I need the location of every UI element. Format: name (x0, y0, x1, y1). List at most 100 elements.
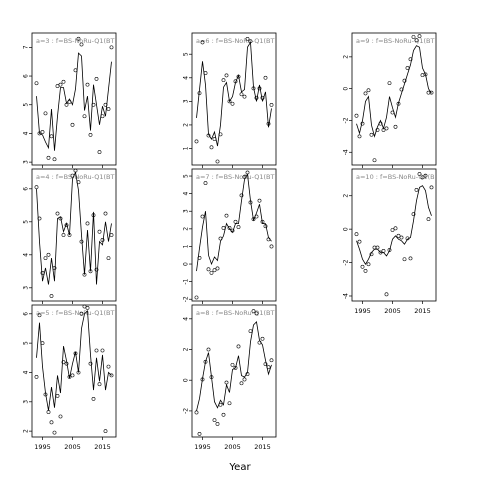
data-point (414, 38, 419, 43)
data-point (61, 233, 66, 237)
x-tick-label: 1995 (34, 443, 51, 451)
y-tick-label: 0 (343, 227, 350, 231)
y-tick-label: 2 (23, 429, 30, 433)
data-point (215, 266, 220, 271)
panel-2: a=4 : f=BS-NoRu-Q1(BT 3 4 5 6 (23, 168, 117, 304)
data-point (429, 185, 434, 190)
data-point (414, 187, 419, 192)
data-point (43, 392, 48, 397)
y-tick-label: 5 (23, 220, 30, 224)
data-point (109, 45, 114, 50)
data-point (230, 228, 235, 233)
data-point (212, 137, 217, 141)
y-tick-label: 2 (183, 347, 190, 351)
data-point (34, 81, 39, 86)
data-point (369, 132, 374, 137)
data-point (85, 306, 90, 310)
data-point (266, 121, 271, 126)
data-point (79, 42, 84, 47)
y-tick-label: -2 (343, 117, 350, 123)
data-point (88, 132, 93, 137)
data-point (396, 101, 401, 106)
data-point (76, 370, 81, 375)
data-point (221, 78, 226, 83)
data-point (354, 232, 359, 237)
fit-line (356, 185, 432, 265)
data-point (206, 347, 211, 352)
data-point (248, 200, 253, 205)
data-point (70, 373, 75, 378)
data-point (221, 412, 226, 417)
data-point (94, 267, 99, 272)
panel-frame (31, 32, 117, 166)
data-point (37, 313, 42, 318)
panel-6: a=8 : f=BS-NoRu-Q1(BT -2 0 2 4 1995 2005 2015 (183, 304, 277, 451)
data-point (263, 75, 268, 80)
data-point (88, 269, 93, 274)
data-point (203, 359, 208, 364)
y-tick-label: 3 (183, 99, 190, 103)
x-tick-label: 2005 (64, 443, 81, 451)
data-point (384, 126, 389, 131)
data-point (43, 111, 48, 116)
data-point (248, 39, 253, 44)
data-point (357, 134, 362, 139)
data-point (357, 239, 362, 244)
panel-title: a=7 : f=BS-NoRu-Q1(BT (196, 173, 274, 181)
data-point (76, 36, 81, 41)
y-tick-label: 4 (183, 317, 190, 321)
data-point (402, 78, 407, 83)
data-point (82, 114, 87, 119)
data-point (251, 309, 256, 314)
data-point (100, 348, 105, 353)
data-point (227, 401, 232, 406)
data-point (46, 155, 51, 160)
data-point (233, 79, 238, 84)
data-point (257, 86, 262, 91)
data-point (251, 86, 256, 91)
y-tick-label: 5 (23, 341, 30, 345)
data-point (254, 214, 259, 219)
data-point (46, 252, 51, 257)
data-point (369, 252, 374, 257)
data-point (37, 131, 42, 136)
data-point (260, 219, 265, 224)
data-point (417, 34, 422, 39)
data-point (58, 414, 63, 419)
data-point (40, 341, 45, 346)
fit-line (36, 52, 112, 151)
panel-frame (191, 32, 277, 166)
data-point (55, 394, 60, 398)
data-point (227, 226, 232, 230)
panel-frame (351, 168, 437, 302)
data-point (239, 92, 244, 97)
data-point (34, 185, 39, 190)
data-point (408, 57, 413, 62)
data-point (209, 270, 214, 275)
data-point (390, 110, 395, 115)
y-tick-label: 1 (183, 244, 190, 248)
data-point (405, 66, 410, 70)
data-point (55, 211, 60, 216)
data-point (227, 99, 232, 104)
data-point (197, 432, 202, 436)
data-point (260, 336, 265, 341)
panel-title: a=4 : f=BS-NoRu-Q1(BT (36, 173, 114, 181)
panel-8: a=10 : f=BS-NoRu-Q1(B -4 -2 0 2 1995 2005 2015 (343, 168, 437, 315)
data-point (399, 87, 404, 92)
data-point (381, 128, 386, 132)
data-point (212, 418, 217, 423)
data-point (88, 361, 93, 366)
data-point (194, 295, 199, 300)
data-point (73, 168, 78, 173)
data-point (266, 365, 271, 370)
data-point (61, 360, 66, 365)
y-tick-label: 2 (343, 55, 350, 59)
data-point (215, 422, 220, 426)
data-point (76, 180, 81, 185)
data-point (67, 99, 72, 104)
y-tick-label: 4 (23, 131, 30, 135)
data-point (200, 40, 205, 45)
data-point (360, 264, 365, 269)
